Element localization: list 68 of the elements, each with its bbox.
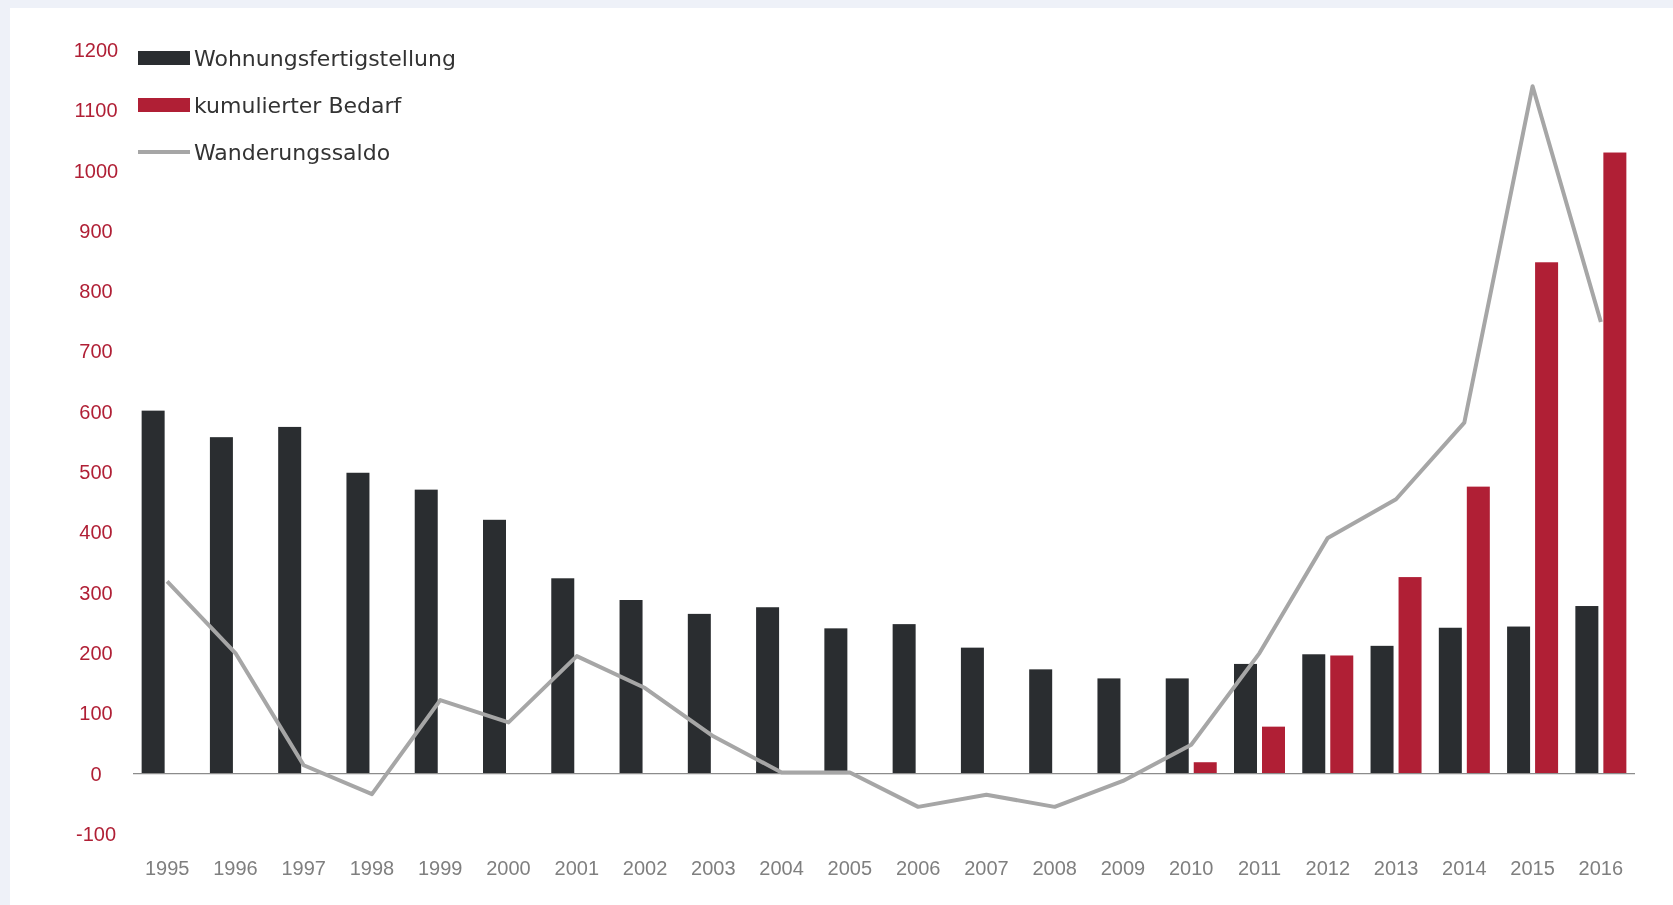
bar [1370, 645, 1394, 774]
bar [687, 613, 711, 774]
bar [1466, 486, 1490, 774]
x-tick-label: 1997 [281, 857, 326, 879]
y-tick-label: 1200 [73, 38, 119, 61]
bar [483, 519, 506, 774]
bar [1507, 626, 1531, 774]
y-tick-label: 1100 [74, 99, 118, 122]
x-tick-label: 2006 [895, 857, 941, 879]
y-tick-label: 700 [79, 340, 113, 363]
x-tick-label: 2015 [1510, 857, 1555, 879]
y-tick-label: 200 [79, 641, 113, 664]
legend-label: kumulierter Bedarf [194, 93, 403, 118]
y-tick-label: 600 [79, 400, 113, 423]
line-series [165, 84, 1603, 809]
y-tick-label: 0 [90, 762, 102, 785]
x-tick-label: 2012 [1305, 857, 1351, 879]
y-tick-label: 1000 [73, 159, 119, 182]
y-tick-label: 100 [79, 702, 113, 725]
bar [414, 489, 438, 774]
bar [619, 600, 643, 774]
x-tick-label: 1995 [144, 857, 190, 879]
bar [960, 647, 984, 774]
x-tick-label: 2000 [486, 857, 531, 879]
y-tick-label: 300 [79, 581, 113, 604]
y-tick-label: 900 [79, 219, 113, 242]
bar [346, 472, 370, 774]
bar [1330, 655, 1354, 774]
legend-label: Wohnungsfertigstellung [194, 46, 456, 71]
bar [209, 437, 233, 774]
legend-label: Wanderungssaldo [194, 140, 391, 165]
x-tick-label: 2008 [1032, 857, 1077, 879]
x-tick-label: 2005 [827, 857, 873, 879]
x-tick-label: 1996 [213, 857, 258, 879]
y-tick-label: 400 [79, 521, 113, 544]
x-tick-label: 2003 [691, 857, 736, 879]
x-tick-label: 2002 [622, 857, 668, 879]
x-tick-label: 2016 [1578, 857, 1624, 879]
x-tick-label: 1998 [349, 857, 395, 879]
bar [278, 426, 302, 774]
bar [1575, 606, 1599, 774]
x-tick-label: 2013 [1373, 857, 1419, 879]
bar [1262, 726, 1285, 774]
x-tick-label: 1999 [417, 857, 463, 879]
x-tick-label: 2010 [1168, 857, 1214, 879]
bar [1029, 669, 1053, 774]
x-tick-label: 2014 [1442, 857, 1487, 879]
bar [1234, 663, 1257, 774]
bar [1438, 627, 1462, 774]
bar [1165, 678, 1189, 774]
x-tick-label: 2011 [1237, 857, 1282, 879]
bar [1097, 678, 1121, 774]
bar [1302, 654, 1326, 774]
x-tick-label: 2004 [759, 857, 804, 879]
bar [141, 410, 165, 774]
y-tick-label: -100 [75, 822, 117, 845]
bar [551, 578, 575, 774]
bar [1193, 762, 1217, 774]
bar [756, 607, 780, 774]
x-tick-label: 2001 [554, 857, 600, 879]
y-tick-label: 800 [79, 280, 113, 303]
bar [1398, 577, 1422, 774]
y-tick-label: 500 [79, 461, 113, 484]
bar [1535, 262, 1559, 774]
bar [892, 624, 916, 774]
x-tick-label: 2007 [964, 857, 1009, 879]
x-tick-label: 2009 [1100, 857, 1146, 879]
bar [1603, 152, 1627, 774]
